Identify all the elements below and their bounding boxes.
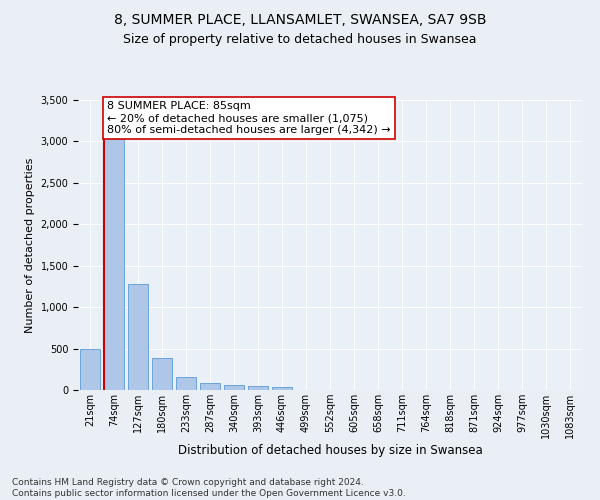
Bar: [104, 118, 124, 390]
X-axis label: Distribution of detached houses by size in Swansea: Distribution of detached houses by size …: [178, 444, 482, 456]
Bar: [128, 284, 148, 390]
Bar: [248, 386, 268, 390]
Bar: [80, 350, 100, 390]
Y-axis label: Number of detached properties: Number of detached properties: [25, 158, 35, 332]
Text: 8 SUMMER PLACE: 85sqm
← 20% of detached houses are smaller (1,075)
80% of semi-d: 8 SUMMER PLACE: 85sqm ← 20% of detached …: [107, 102, 391, 134]
Bar: [224, 385, 244, 390]
Text: Contains HM Land Registry data © Crown copyright and database right 2024.
Contai: Contains HM Land Registry data © Crown c…: [12, 478, 406, 498]
Bar: [176, 377, 196, 390]
Bar: [152, 358, 172, 390]
Bar: [272, 386, 292, 390]
Bar: [200, 382, 220, 390]
Text: 8, SUMMER PLACE, LLANSAMLET, SWANSEA, SA7 9SB: 8, SUMMER PLACE, LLANSAMLET, SWANSEA, SA…: [114, 12, 486, 26]
Text: Size of property relative to detached houses in Swansea: Size of property relative to detached ho…: [123, 32, 477, 46]
